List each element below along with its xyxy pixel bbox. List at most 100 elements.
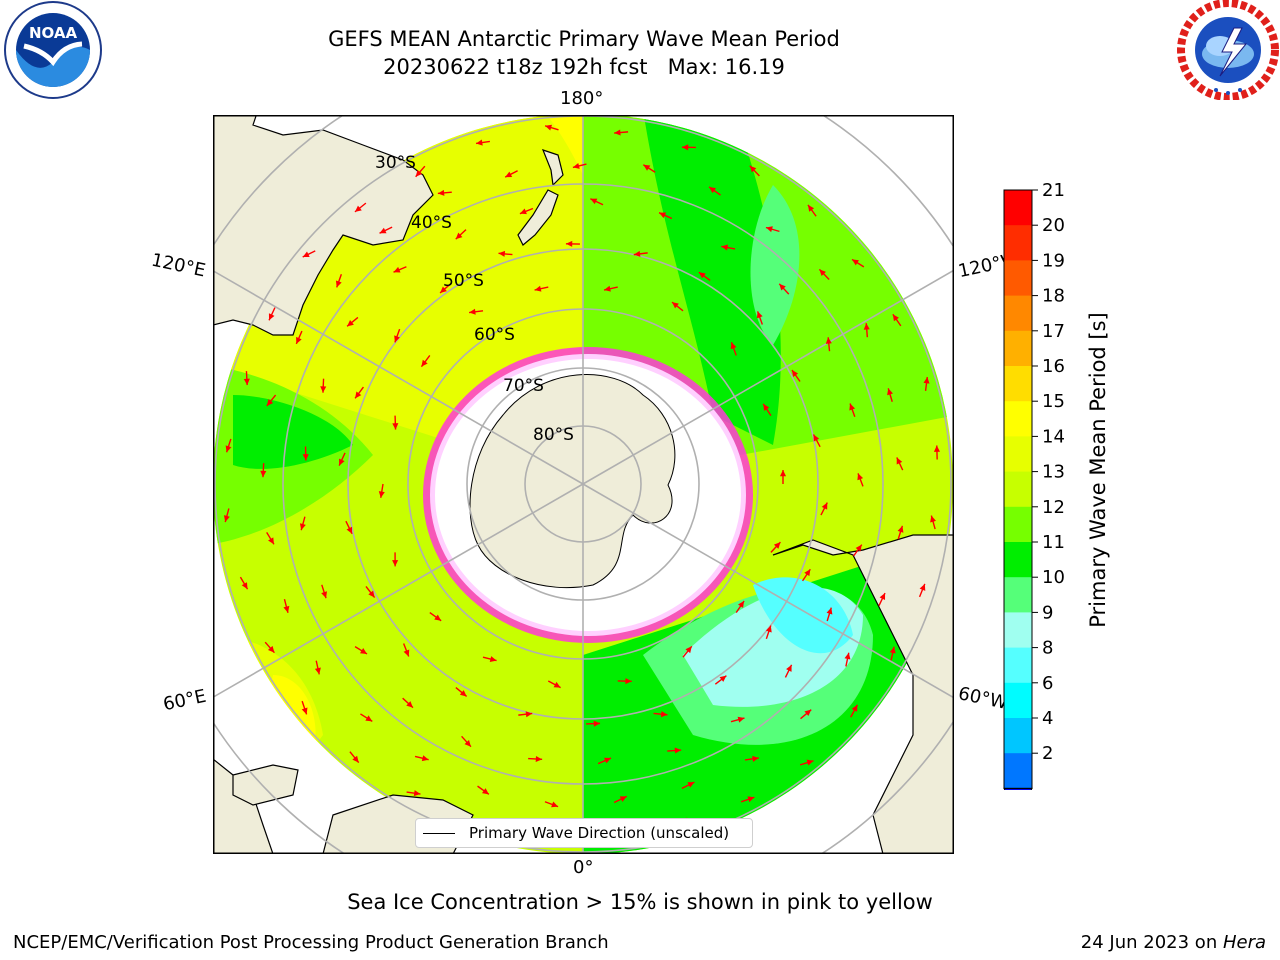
colorbar-swatch xyxy=(1004,682,1032,719)
lon-label-120e: 120°E xyxy=(149,249,208,282)
wave-arrow-head xyxy=(320,386,327,393)
wave-arrow-head xyxy=(268,313,275,321)
colorbar-tick-label: 11 xyxy=(1042,532,1065,553)
wave-arrow-head xyxy=(355,391,362,399)
wave-arrow-head xyxy=(660,711,668,718)
wave-arrow-head xyxy=(393,266,401,273)
wave-arrow-head xyxy=(421,755,429,762)
wave-arrow-head xyxy=(633,250,641,257)
colorbar-swatch xyxy=(1004,718,1032,754)
wave-arrow-head xyxy=(553,681,561,688)
polar-map: 30°S 40°S 50°S 60°S 70°S 80°S xyxy=(213,115,954,854)
colorbar-tick-label: 14 xyxy=(1042,426,1065,447)
wave-arrow-head xyxy=(813,434,820,442)
wave-arrow-head xyxy=(434,614,442,621)
wave-arrow-head xyxy=(738,600,745,608)
colorbar-swatch xyxy=(1004,366,1032,402)
wave-arrow-head xyxy=(394,335,400,343)
wave-arrow-head xyxy=(879,593,886,601)
wave-arrow-head xyxy=(685,646,692,654)
wave-arrow-head xyxy=(593,720,601,727)
colorbar-swatch xyxy=(1004,295,1032,332)
wave-arrow-head xyxy=(659,212,667,219)
wave-arrow-head xyxy=(476,139,483,146)
wave-arrow-head xyxy=(296,336,302,344)
wave-arrow-head xyxy=(721,244,729,251)
wave-arrow-head xyxy=(698,272,706,279)
wave-arrow-head xyxy=(855,544,862,552)
wave-arrow-head xyxy=(614,129,621,136)
wave-direction-arrows xyxy=(223,124,940,844)
colorbar-tick-label: 20 xyxy=(1042,215,1065,236)
wave-arrow-head xyxy=(379,227,387,234)
colorbar-tick-label: 16 xyxy=(1042,356,1065,377)
wave-arrow-head xyxy=(498,250,506,257)
colorbar-tick-label: 6 xyxy=(1042,673,1053,694)
lon-label-0: 0° xyxy=(573,857,594,878)
wave-arrow-head xyxy=(459,690,467,697)
colorbar-swatch xyxy=(1004,260,1032,297)
wave-arrow-head xyxy=(421,359,428,367)
wave-arrow-head xyxy=(825,337,832,344)
wave-arrow-head xyxy=(413,790,421,797)
colorbar-swatch xyxy=(1004,612,1032,649)
colorbar-swatch xyxy=(1004,190,1032,226)
wave-arrow-head xyxy=(889,646,896,654)
wave-arrow-head xyxy=(368,590,375,598)
wave-arrow-head xyxy=(897,525,904,533)
wave-arrow-head xyxy=(565,240,573,247)
lat-label-40s: 40°S xyxy=(411,213,452,233)
wave-arrow-head xyxy=(440,286,447,293)
wave-arrow-head xyxy=(469,308,476,315)
wave-arrow-head xyxy=(930,515,936,523)
wave-arrow-head xyxy=(779,470,787,477)
wave-arrow-head xyxy=(301,707,308,715)
wave-arrow-head xyxy=(747,796,755,803)
wave-arrow-head xyxy=(346,526,353,534)
colorbar-tick-label: 10 xyxy=(1042,567,1065,588)
wave-arrow-head xyxy=(489,656,497,663)
lat-label-30s: 30°S xyxy=(375,153,416,173)
wave-arrow-head xyxy=(763,403,770,411)
wave-arrow-head xyxy=(321,591,328,599)
colorbar-swatch xyxy=(1004,647,1032,684)
wave-arrow-head xyxy=(730,342,737,350)
wave-arrow-head xyxy=(223,515,230,523)
wave-arrow-head xyxy=(892,314,899,322)
wave-arrow-head xyxy=(415,169,423,177)
wave-arrow-head xyxy=(225,445,232,453)
wave-arrow-head xyxy=(339,458,345,466)
colorbar-tick-label: 15 xyxy=(1042,391,1065,412)
wave-arrow-head xyxy=(590,198,598,205)
wave-arrow-head xyxy=(933,445,940,452)
colorbar-tick-label: 13 xyxy=(1042,462,1065,483)
colorbar-swatch xyxy=(1004,471,1032,508)
wave-arrow-head xyxy=(406,701,413,708)
wave-arrow-head xyxy=(241,582,248,590)
wave-arrow-head xyxy=(719,675,727,682)
sea-ice-caption: Sea Ice Concentration > 15% is shown in … xyxy=(347,890,933,914)
wave-arrow-head xyxy=(749,165,757,173)
wave-arrow-head xyxy=(266,399,274,406)
wave-arrow-head xyxy=(852,259,859,266)
wave-arrow-head xyxy=(545,124,553,131)
wave-arrow-head xyxy=(765,625,772,633)
wave-arrow-head xyxy=(773,542,781,549)
lat-label-70s: 70°S xyxy=(503,376,544,396)
wave-arrow-head xyxy=(535,755,543,763)
wave-arrow-head xyxy=(844,652,851,660)
wave-arrow-head xyxy=(551,801,559,808)
wave-arrow-head xyxy=(360,648,367,654)
wave-arrow-head xyxy=(455,232,463,240)
lon-label-180: 180° xyxy=(560,88,604,109)
colorbar-tick-label: 18 xyxy=(1042,286,1065,307)
colorbar-tick-label: 19 xyxy=(1042,250,1065,271)
wave-arrow-head xyxy=(919,583,926,591)
wave-arrow-head xyxy=(519,208,527,215)
wave-arrow-head xyxy=(625,678,632,685)
wave-arrow-head xyxy=(887,388,893,396)
wave-arrow-head xyxy=(352,755,359,763)
wave-arrow-head xyxy=(525,711,533,718)
map-legend: Primary Wave Direction (unscaled) xyxy=(415,818,753,848)
title-line2: 20230622 t18z 192h fcst Max: 16.19 xyxy=(383,55,785,79)
